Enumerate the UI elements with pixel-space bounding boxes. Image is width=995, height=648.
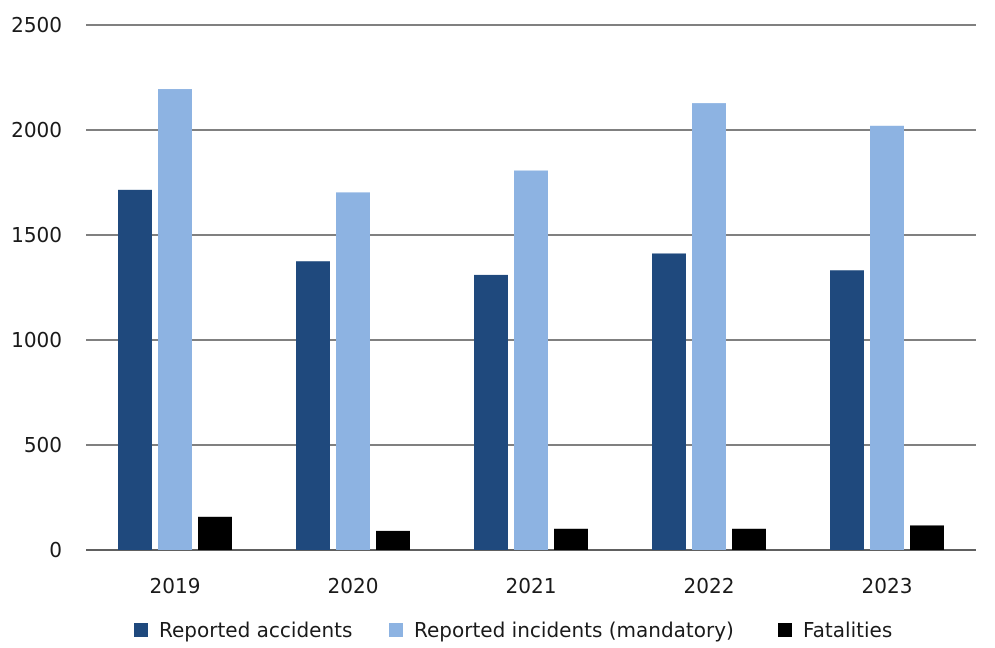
legend-item: Reported accidents [134,618,352,642]
y-tick-label: 1500 [11,223,62,247]
bar-2021-reported-accidents [474,274,508,550]
x-tick-label: 2023 [862,574,913,598]
y-tick-label: 500 [24,433,62,457]
bars [118,89,944,551]
bar-2021-fatalities [554,528,588,550]
bar-2019-reported-accidents [118,189,152,550]
y-tick-label: 2000 [11,118,62,142]
bar-2023-fatalities [910,525,944,550]
legend-swatch [778,623,792,637]
bar-2022-reported-accidents [652,253,686,551]
bar-2020-reported-incidents-mandatory [336,192,370,550]
legend-label: Reported accidents [159,618,352,642]
legend-item: Fatalities [778,618,892,642]
x-axis-tick-labels: 2019 2020 2021 2022 2023 [150,574,913,598]
bar-2020-fatalities [376,530,410,550]
bar-2022-reported-incidents-mandatory [692,103,726,551]
legend-swatch [389,623,403,637]
legend-swatch [134,623,148,637]
y-tick-label: 1000 [11,328,62,352]
bar-2022-fatalities [732,528,766,550]
x-tick-label: 2019 [150,574,201,598]
bar-2023-reported-accidents [830,270,864,550]
x-tick-label: 2022 [684,574,735,598]
x-tick-label: 2021 [506,574,557,598]
bar-2019-reported-incidents-mandatory [158,89,192,551]
legend: Reported accidents Reported incidents (ma… [134,618,892,642]
x-tick-label: 2020 [328,574,379,598]
bar-2021-reported-incidents-mandatory [514,170,548,550]
legend-label: Fatalities [803,618,892,642]
bar-2023-reported-incidents-mandatory [870,125,904,551]
bar-2020-reported-accidents [296,261,330,550]
y-tick-label: 0 [49,538,62,562]
bar-2019-fatalities [198,516,232,550]
legend-item: Reported incidents (mandatory) [389,618,734,642]
y-axis-tick-labels: 0 500 1000 1500 2000 2500 [11,13,62,562]
legend-label: Reported incidents (mandatory) [414,618,734,642]
y-tick-label: 2500 [11,13,62,37]
